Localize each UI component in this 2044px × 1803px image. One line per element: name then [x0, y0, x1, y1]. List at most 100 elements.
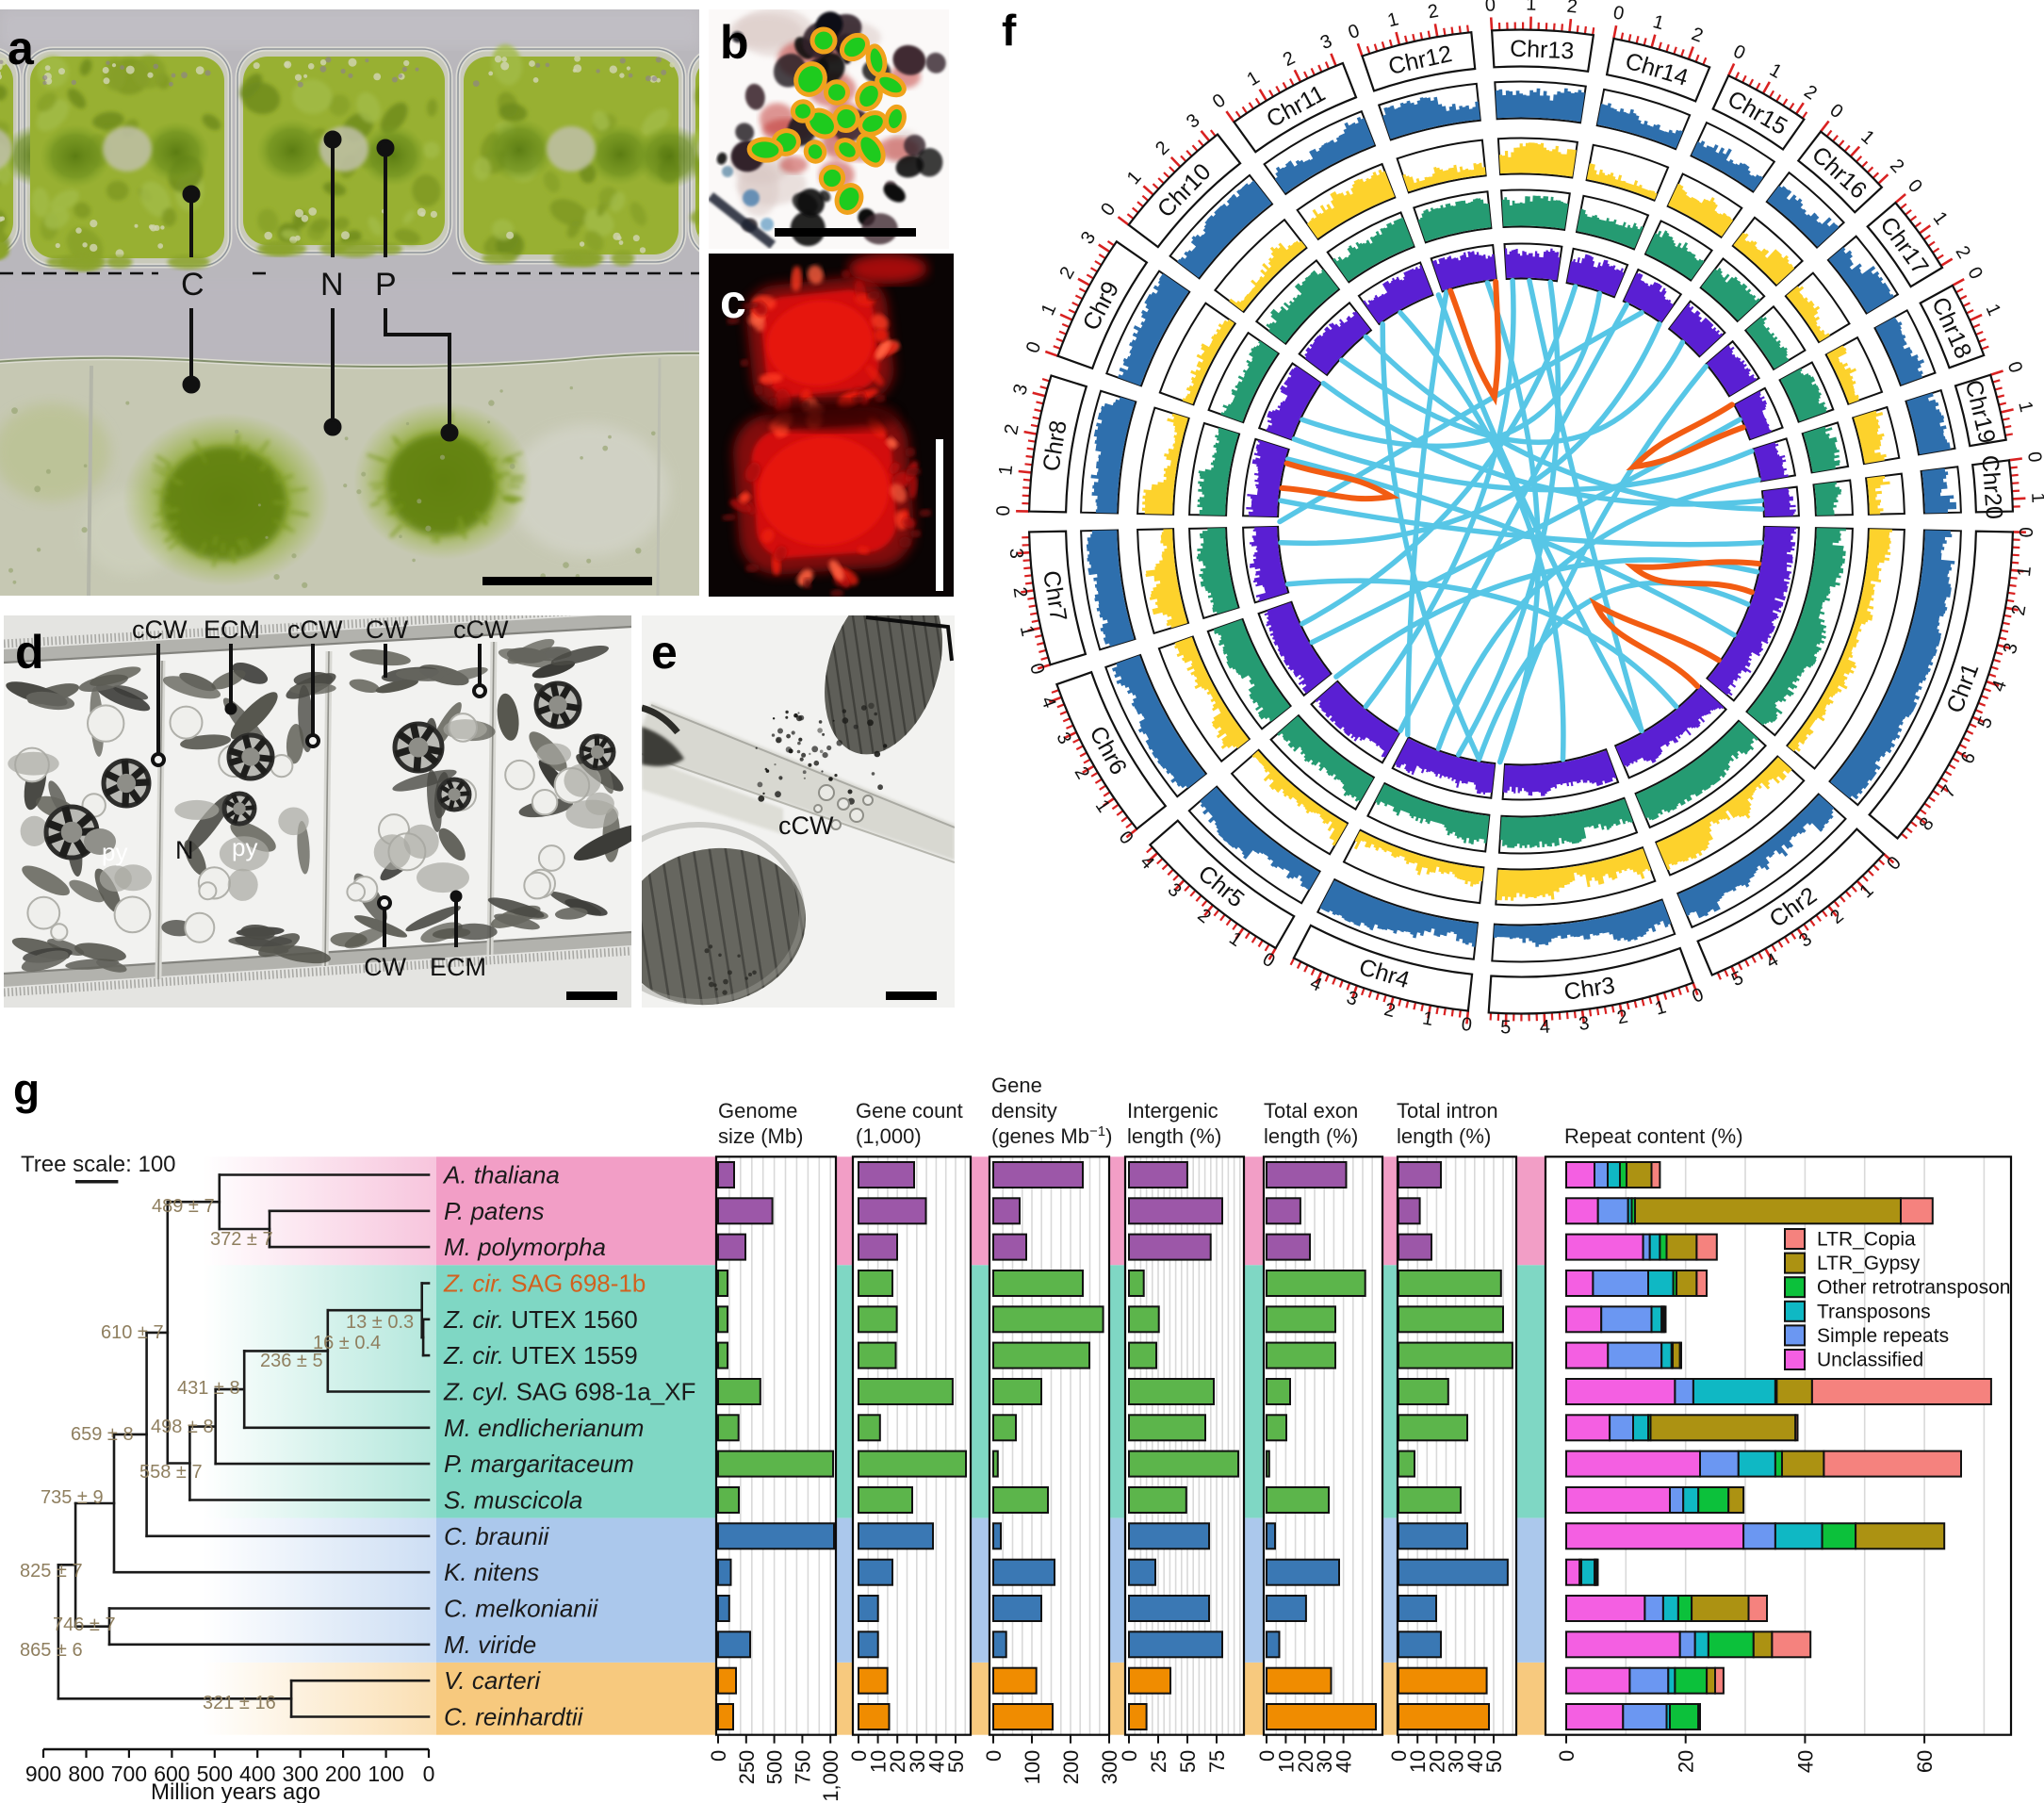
- svg-text:K. nitens: K. nitens: [444, 1558, 539, 1586]
- svg-text:40: 40: [924, 1750, 948, 1773]
- svg-text:1: 1: [2014, 565, 2036, 578]
- svg-text:Chr20: Chr20: [1976, 454, 2007, 520]
- svg-text:2: 2: [1800, 81, 1821, 104]
- svg-text:py: py: [102, 838, 127, 866]
- svg-text:0: 0: [423, 1762, 435, 1786]
- svg-text:b: b: [720, 16, 749, 69]
- svg-text:1: 1: [1038, 301, 1061, 319]
- svg-text:30: 30: [906, 1750, 929, 1773]
- svg-text:0: 0: [1387, 1750, 1411, 1762]
- svg-text:500: 500: [763, 1750, 787, 1785]
- svg-text:Unclassified: Unclassified: [1817, 1350, 1923, 1371]
- svg-text:0: 0: [847, 1750, 871, 1762]
- svg-text:498 ± 8: 498 ± 8: [151, 1417, 214, 1437]
- svg-text:1: 1: [1651, 11, 1667, 34]
- svg-text:0: 0: [1025, 661, 1048, 677]
- svg-text:LTR_Copia: LTR_Copia: [1817, 1229, 1916, 1251]
- svg-text:3: 3: [1077, 228, 1100, 248]
- svg-text:30: 30: [1313, 1750, 1336, 1773]
- svg-text:C: C: [181, 267, 204, 303]
- svg-text:0: 0: [1555, 1750, 1578, 1762]
- svg-text:659 ± 8: 659 ± 8: [71, 1424, 134, 1445]
- svg-text:2: 2: [1001, 422, 1023, 436]
- svg-text:1: 1: [1385, 8, 1400, 31]
- svg-text:Intergenic: Intergenic: [1127, 1099, 1218, 1123]
- svg-text:P. patens: P. patens: [444, 1197, 545, 1225]
- svg-text:400: 400: [239, 1762, 275, 1786]
- svg-text:3: 3: [1183, 110, 1204, 133]
- svg-text:Simple repeats: Simple repeats: [1817, 1325, 1949, 1347]
- svg-text:200: 200: [325, 1762, 361, 1786]
- svg-text:Total exon: Total exon: [1264, 1099, 1358, 1123]
- svg-text:100: 100: [1021, 1750, 1044, 1785]
- svg-text:Z. cir. UTEX 1559: Z. cir. UTEX 1559: [443, 1341, 638, 1369]
- svg-text:3: 3: [1795, 928, 1816, 951]
- svg-text:Gene: Gene: [991, 1074, 1042, 1097]
- svg-text:700: 700: [111, 1762, 147, 1786]
- svg-text:20: 20: [886, 1750, 909, 1773]
- svg-text:1: 1: [995, 464, 1017, 476]
- svg-text:M. viride: M. viride: [444, 1631, 536, 1659]
- svg-text:Genome: Genome: [718, 1099, 797, 1123]
- svg-text:20: 20: [1294, 1750, 1317, 1773]
- svg-text:M. endlicherianum: M. endlicherianum: [444, 1414, 644, 1442]
- svg-text:ECM: ECM: [204, 615, 260, 644]
- svg-text:50: 50: [1482, 1750, 1506, 1773]
- svg-text:200: 200: [1059, 1750, 1083, 1785]
- svg-text:Chr13: Chr13: [1510, 36, 1575, 65]
- svg-text:2: 2: [1426, 1, 1440, 24]
- svg-text:3: 3: [1006, 548, 1027, 559]
- svg-text:0: 0: [707, 1750, 730, 1762]
- svg-text:3: 3: [2000, 641, 2022, 656]
- svg-text:2: 2: [1615, 1007, 1629, 1029]
- svg-text:750: 750: [791, 1750, 814, 1785]
- svg-text:4: 4: [1037, 694, 1060, 711]
- svg-text:S. muscicola: S. muscicola: [444, 1486, 582, 1515]
- svg-text:py: py: [232, 833, 257, 861]
- svg-text:0: 0: [1825, 100, 1846, 123]
- svg-text:1: 1: [2014, 400, 2036, 415]
- svg-text:cCW: cCW: [132, 615, 188, 644]
- svg-text:0: 0: [2023, 451, 2044, 464]
- svg-text:40: 40: [1464, 1750, 1487, 1773]
- svg-text:C. braunii: C. braunii: [444, 1522, 549, 1550]
- svg-text:2: 2: [1382, 999, 1397, 1022]
- svg-text:0: 0: [1963, 264, 1987, 283]
- svg-text:40: 40: [1333, 1750, 1356, 1773]
- svg-text:C. melkonianii: C. melkonianii: [444, 1595, 599, 1623]
- svg-text:0: 0: [982, 1750, 1006, 1762]
- svg-text:P: P: [375, 267, 397, 303]
- svg-text:1: 1: [1766, 59, 1786, 83]
- svg-text:1: 1: [2027, 492, 2044, 503]
- svg-text:4: 4: [1988, 678, 2011, 695]
- svg-text:50: 50: [944, 1750, 968, 1773]
- svg-text:0: 0: [1209, 90, 1230, 112]
- svg-text:0: 0: [1730, 41, 1748, 64]
- svg-text:865 ± 6: 865 ± 6: [20, 1640, 83, 1661]
- svg-text:length (%): length (%): [1127, 1124, 1221, 1148]
- svg-text:0: 0: [993, 505, 1014, 516]
- svg-text:3: 3: [1052, 729, 1075, 747]
- svg-text:0: 0: [1904, 175, 1926, 197]
- svg-text:d: d: [15, 626, 44, 679]
- svg-text:Million years ago: Million years ago: [151, 1779, 320, 1803]
- svg-text:0: 0: [1346, 21, 1363, 43]
- svg-text:2: 2: [1886, 156, 1908, 177]
- svg-text:1: 1: [1123, 167, 1146, 188]
- svg-text:CW: CW: [366, 615, 408, 644]
- svg-text:0: 0: [1883, 853, 1905, 875]
- svg-text:1: 1: [1526, 0, 1537, 15]
- svg-text:746 ± 7: 746 ± 7: [53, 1615, 116, 1635]
- svg-text:300: 300: [1098, 1750, 1121, 1785]
- svg-text:size (Mb): size (Mb): [718, 1124, 803, 1148]
- svg-text:Z. cyl. SAG 698-1a_XF: Z. cyl. SAG 698-1a_XF: [443, 1378, 695, 1406]
- svg-text:4: 4: [1539, 1017, 1550, 1038]
- svg-text:6: 6: [1957, 748, 1981, 767]
- svg-text:4: 4: [1762, 949, 1782, 973]
- svg-text:825 ± 7: 825 ± 7: [20, 1561, 83, 1582]
- svg-text:2: 2: [1689, 24, 1706, 46]
- svg-text:length (%): length (%): [1264, 1124, 1358, 1148]
- svg-text:16 ± 0.4: 16 ± 0.4: [313, 1333, 381, 1353]
- svg-text:558 ± 7: 558 ± 7: [139, 1462, 203, 1483]
- svg-text:2: 2: [1009, 586, 1031, 599]
